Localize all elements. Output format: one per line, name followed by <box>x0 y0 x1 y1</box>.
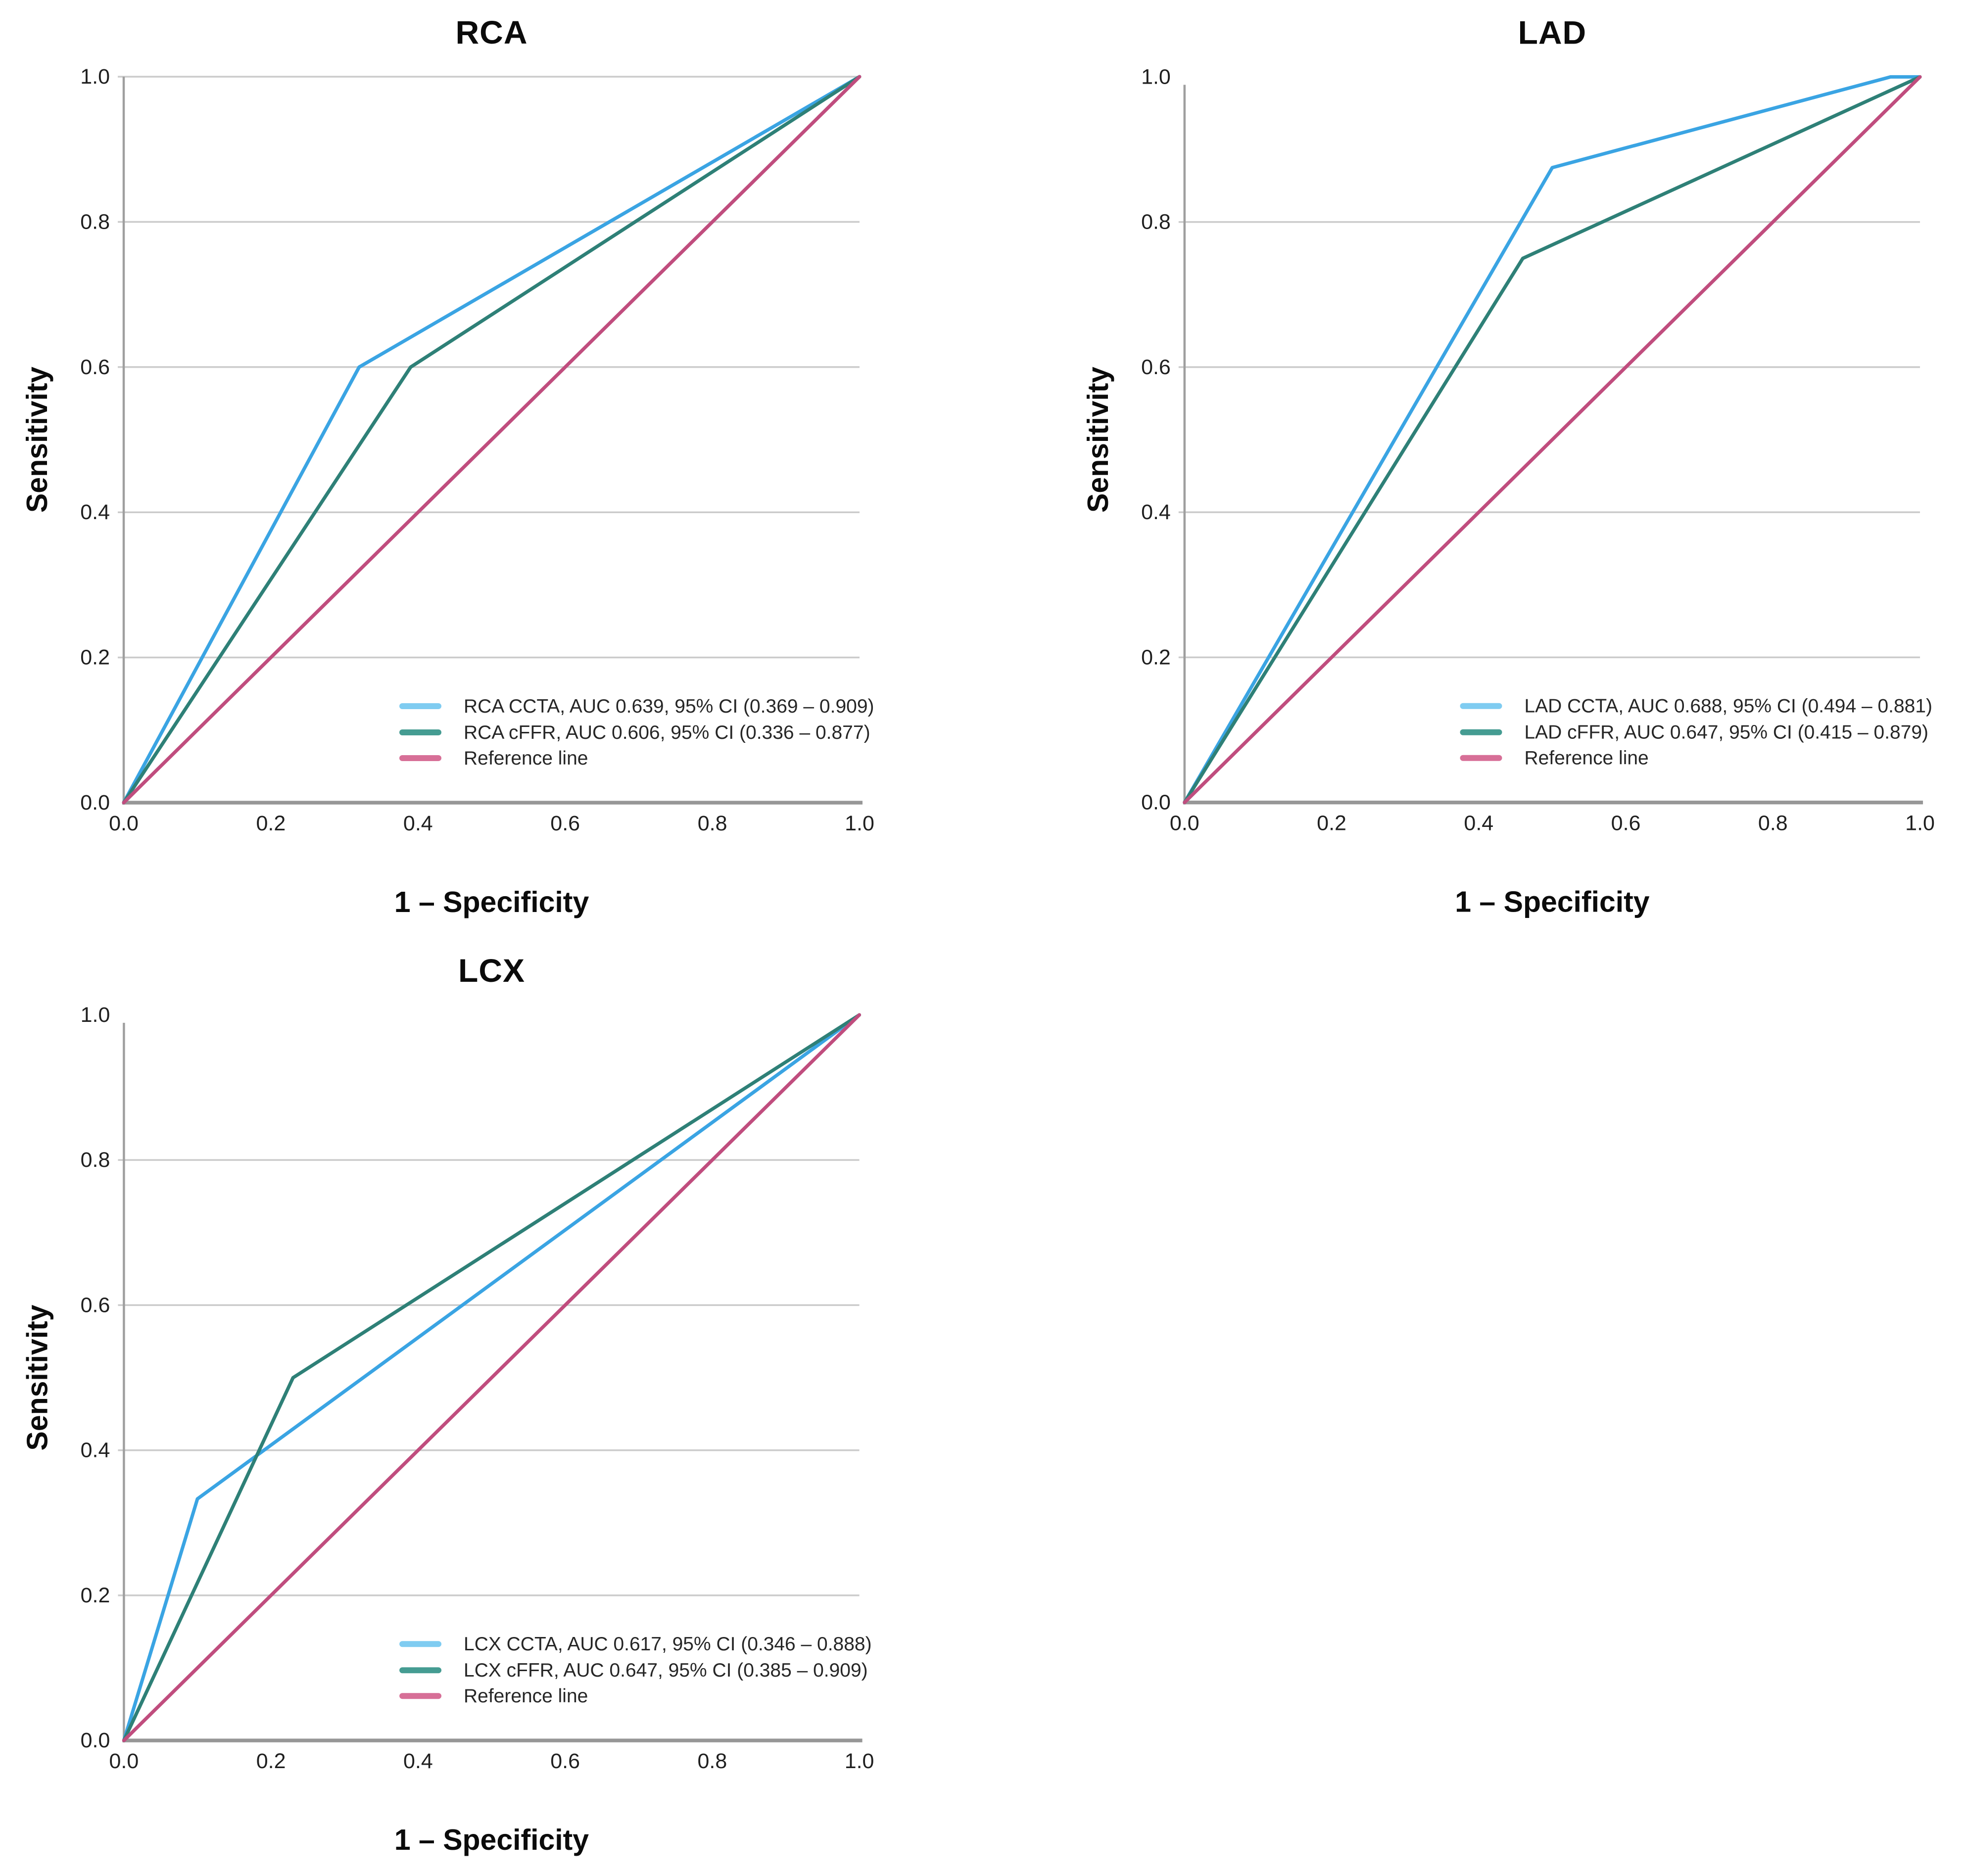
legend-label: Reference line <box>464 748 588 769</box>
y-tick-label: 0.0 <box>80 791 110 815</box>
lad-legend: LAD CCTA, AUC 0.688, 95% CI (0.494 – 0.8… <box>1460 696 1932 769</box>
legend-swatch-reference-line <box>399 755 441 761</box>
x-tick-label: 0.8 <box>1758 812 1788 835</box>
x-tick-label: 0.6 <box>550 1749 580 1773</box>
lad-tick-labels: 0.0 0.2 0.4 0.6 0.8 1.0 0.0 0.2 0.4 0.6 0.8 1.0 <box>1141 65 1935 835</box>
lcx-chart-title: LCX <box>458 952 525 989</box>
curve-reference-line <box>122 1013 862 1742</box>
curve-lcx-ccta <box>122 1013 862 1742</box>
y-tick-label: 0.0 <box>1141 791 1171 815</box>
y-tick-label: 0.0 <box>81 1729 110 1752</box>
y-tick-label: 0.8 <box>80 210 110 234</box>
y-tick-label: 0.4 <box>80 500 110 524</box>
legend-label: Reference line <box>1524 748 1648 769</box>
legend-label: LAD CCTA, AUC 0.688, 95% CI (0.494 – 0.8… <box>1524 696 1932 717</box>
x-tick-label: 0.8 <box>698 812 727 835</box>
rca-curves <box>122 75 862 805</box>
legend-label: LCX CCTA, AUC 0.617, 95% CI (0.346 – 0.8… <box>464 1634 872 1655</box>
rca-x-axis-title: 1 – Specificity <box>394 886 589 918</box>
y-tick-label: 0.4 <box>81 1439 110 1462</box>
lcx-curves <box>122 1013 862 1742</box>
curve-lad-cffr <box>1183 75 1922 805</box>
lcx-gridlines <box>118 1159 860 1596</box>
x-tick-label: 1.0 <box>1905 812 1935 835</box>
lcx-plot-area: 0.0 0.2 0.4 0.6 0.8 1.0 0.0 0.2 0.4 0.6 0.8 1.0 LCX… <box>21 952 874 1856</box>
y-tick-label: 1.0 <box>81 1003 110 1027</box>
x-tick-label: 0.4 <box>403 812 433 835</box>
legend-swatch-lad-ccta <box>1460 703 1502 709</box>
y-tick-label: 1.0 <box>1141 65 1171 89</box>
lcx-x-axis-title: 1 – Specificity <box>394 1824 589 1856</box>
curve-reference-line <box>1183 75 1922 805</box>
x-tick-label: 0.0 <box>109 1749 139 1773</box>
x-tick-label: 0.0 <box>1170 812 1199 835</box>
y-tick-label: 0.8 <box>1141 210 1171 234</box>
rca-tick-labels: 0.0 0.2 0.4 0.6 0.8 1.0 0.0 0.2 0.4 0.6 0.8 1.0 <box>80 65 874 835</box>
y-tick-label: 0.2 <box>1141 645 1171 669</box>
y-tick-label: 0.6 <box>80 355 110 379</box>
y-tick-label: 0.4 <box>1141 500 1171 524</box>
lcx-y-axis-title: Sensitivity <box>21 1304 53 1450</box>
legend-swatch-reference-line <box>399 1693 442 1699</box>
legend-label: Reference line <box>464 1685 588 1707</box>
curve-lad-ccta <box>1183 75 1922 805</box>
roc-panel-rca: 0.0 0.2 0.4 0.6 0.8 1.0 0.0 0.2 0.4 0.6 0.8 1.0 RCA… <box>0 0 983 938</box>
x-tick-label: 0.8 <box>697 1749 727 1773</box>
legend-swatch-lad-cffr <box>1460 729 1502 735</box>
y-tick-label: 0.2 <box>81 1584 110 1607</box>
lad-x-axis-title: 1 – Specificity <box>1455 886 1650 918</box>
y-tick-label: 0.6 <box>1141 355 1171 379</box>
legend-swatch-lcx-ccta <box>399 1641 442 1647</box>
rca-chart-title: RCA <box>456 14 528 50</box>
y-tick-label: 0.8 <box>81 1148 110 1172</box>
y-tick-label: 0.6 <box>81 1293 110 1317</box>
rca-gridlines <box>118 76 860 659</box>
lad-chart-title: LAD <box>1518 14 1587 50</box>
rca-plot-area: 0.0 0.2 0.4 0.6 0.8 1.0 0.0 0.2 0.4 0.6 0.8 1.0 RCA… <box>21 14 874 918</box>
lad-plot-area: 0.0 0.2 0.4 0.6 0.8 1.0 0.0 0.2 0.4 0.6 0.8 1.0 LAD… <box>1082 14 1935 918</box>
roc-panel-lcx: 0.0 0.2 0.4 0.6 0.8 1.0 0.0 0.2 0.4 0.6 0.8 1.0 LCX… <box>0 938 983 1876</box>
x-tick-label: 0.4 <box>403 1749 433 1773</box>
y-tick-label: 1.0 <box>80 65 110 89</box>
x-tick-label: 0.2 <box>256 1749 286 1773</box>
curve-rca-ccta <box>122 75 862 805</box>
x-tick-label: 0.4 <box>1464 812 1493 835</box>
lcx-legend: LCX CCTA, AUC 0.617, 95% CI (0.346 – 0.8… <box>399 1634 872 1707</box>
x-tick-label: 0.6 <box>1611 812 1641 835</box>
legend-label: LCX cFFR, AUC 0.647, 95% CI (0.385 – 0.9… <box>464 1660 868 1681</box>
rca-legend: RCA CCTA, AUC 0.639, 95% CI (0.369 – 0.9… <box>399 696 874 769</box>
curve-lcx-cffr <box>122 1013 862 1742</box>
legend-swatch-rca-ccta <box>399 703 441 709</box>
legend-label: RCA CCTA, AUC 0.639, 95% CI (0.369 – 0.9… <box>464 696 874 717</box>
empty-panel <box>983 938 1965 1876</box>
curve-rca-cffr <box>122 75 862 805</box>
x-tick-label: 0.6 <box>550 812 580 835</box>
legend-swatch-lcx-cffr <box>399 1667 442 1674</box>
rca-y-axis-title: Sensitivity <box>21 367 53 513</box>
x-tick-label: 0.2 <box>1317 812 1346 835</box>
y-tick-label: 0.2 <box>80 646 110 670</box>
lad-axes <box>1183 85 1923 805</box>
roc-panel-lad: 0.0 0.2 0.4 0.6 0.8 1.0 0.0 0.2 0.4 0.6 0.8 1.0 LAD… <box>983 0 1965 938</box>
lcx-axes <box>122 1022 863 1743</box>
x-tick-label: 1.0 <box>845 812 874 835</box>
legend-swatch-reference-line <box>1460 755 1502 761</box>
rca-axes <box>122 77 863 805</box>
legend-swatch-rca-cffr <box>399 729 441 735</box>
lad-curves <box>1183 75 1922 805</box>
lad-gridlines <box>1178 221 1920 659</box>
curve-reference-line <box>122 75 862 805</box>
lad-y-axis-title: Sensitivity <box>1082 367 1114 513</box>
legend-label: RCA cFFR, AUC 0.606, 95% CI (0.336 – 0.8… <box>464 722 870 743</box>
lcx-tick-labels: 0.0 0.2 0.4 0.6 0.8 1.0 0.0 0.2 0.4 0.6 0.8 1.0 <box>81 1003 874 1773</box>
x-tick-label: 0.2 <box>256 812 286 835</box>
x-tick-label: 0.0 <box>109 812 139 835</box>
x-tick-label: 1.0 <box>845 1749 874 1773</box>
legend-label: LAD cFFR, AUC 0.647, 95% CI (0.415 – 0.8… <box>1524 722 1928 743</box>
